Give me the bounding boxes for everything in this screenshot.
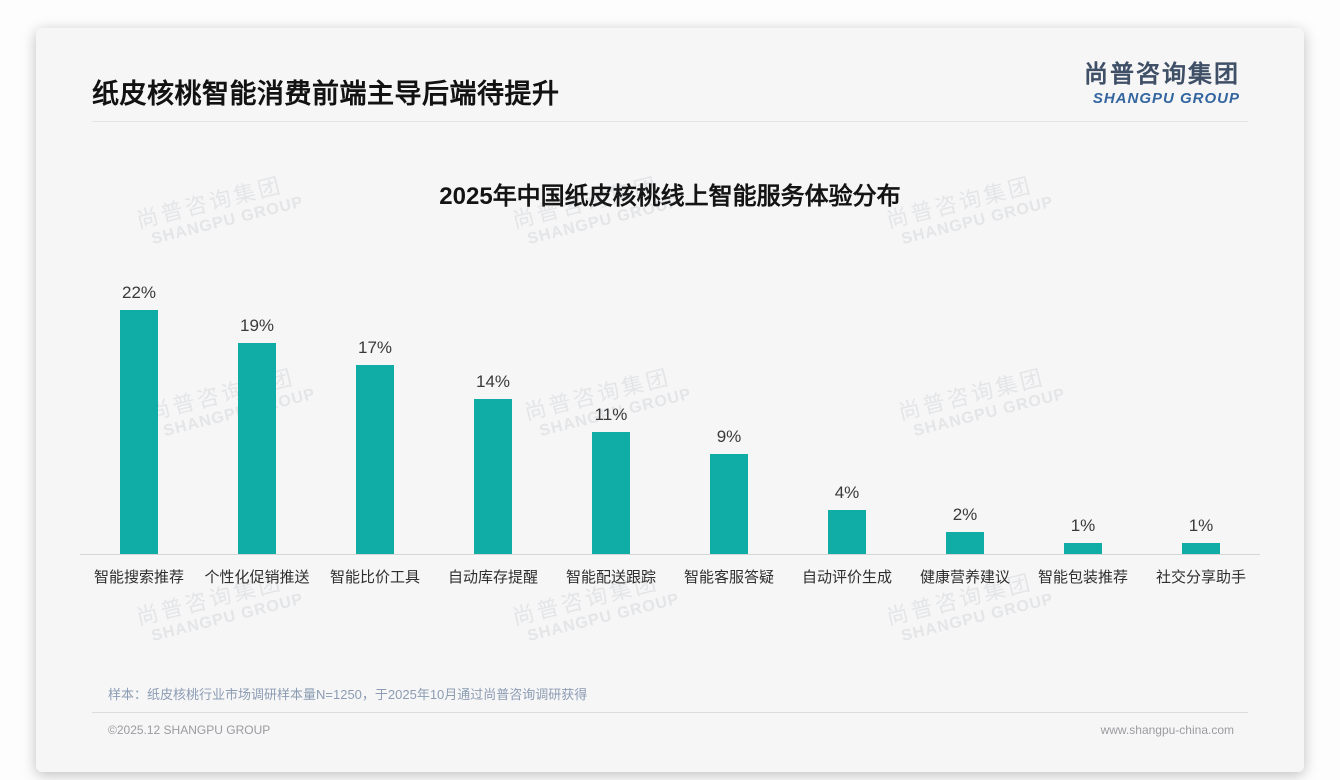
bar xyxy=(238,343,276,554)
bar-slot: 19% xyxy=(198,208,316,554)
sample-footnote: 样本：纸皮核桃行业市场调研样本量N=1250，于2025年10月通过尚普咨询调研… xyxy=(108,687,588,702)
bar xyxy=(474,398,512,554)
bar-value-label: 22% xyxy=(121,282,157,302)
page-title: 纸皮核桃智能消费前端主导后端待提升 xyxy=(92,79,560,109)
bar xyxy=(356,365,394,554)
report-card: 纸皮核桃智能消费前端主导后端待提升 尚普咨询集团 SHANGPU GROUP 2… xyxy=(36,28,1304,772)
bar-value-label: 2% xyxy=(952,504,978,524)
footer-divider xyxy=(92,712,1248,713)
bar xyxy=(828,509,866,554)
bar-value-label: 19% xyxy=(239,316,275,336)
logo-chinese-text: 尚普咨询集团 xyxy=(1084,61,1240,88)
bar-value-label: 14% xyxy=(475,371,511,391)
bar-slot: 1% xyxy=(1142,208,1260,554)
watermark-english-text: SHANGPU GROUP xyxy=(149,590,306,645)
x-axis-label: 个性化促销推送 xyxy=(204,569,310,586)
company-logo: 尚普咨询集团 SHANGPU GROUP xyxy=(1084,54,1240,107)
logo-english-text: SHANGPU GROUP xyxy=(1092,90,1240,107)
bar-slot: 17% xyxy=(316,208,434,554)
bar-slot: 1% xyxy=(1024,208,1142,554)
bar-value-label: 17% xyxy=(357,338,393,358)
x-axis-label: 智能搜索推荐 xyxy=(93,569,184,586)
x-axis-labels: 智能搜索推荐 个性化促销推送 智能比价工具 自动库存提醒 智能配送跟踪 智能客服答疑 自动评… xyxy=(80,566,1260,587)
x-axis-label: 社交分享助手 xyxy=(1155,569,1246,586)
bar-slot: 9% xyxy=(670,208,788,554)
x-axis-label: 智能包装推荐 xyxy=(1037,569,1128,586)
bar-value-label: 1% xyxy=(1188,515,1214,535)
bar xyxy=(592,431,630,554)
bar-chart-plot: 22% 19% 17% 14% 11% 9% 4% 2% 1% 1% xyxy=(80,208,1260,555)
bar-slot: 4% xyxy=(788,208,906,554)
bar-slot: 11% xyxy=(552,208,670,554)
bar xyxy=(1064,542,1102,554)
bar xyxy=(1182,542,1220,554)
bar xyxy=(120,309,158,554)
bar-slot: 14% xyxy=(434,208,552,554)
chart-title: 2025年中国纸皮核桃线上智能服务体验分布 xyxy=(439,183,901,210)
bar-value-label: 11% xyxy=(594,404,628,424)
x-axis-label: 智能配送跟踪 xyxy=(565,569,656,586)
watermark-english-text: SHANGPU GROUP xyxy=(525,590,682,645)
bar xyxy=(710,454,748,554)
watermark-english-text: SHANGPU GROUP xyxy=(899,590,1056,645)
x-axis-label: 自动评价生成 xyxy=(801,569,892,586)
header-divider xyxy=(92,121,1248,122)
bar-value-label: 1% xyxy=(1070,515,1096,535)
bar xyxy=(946,531,984,554)
bar-value-label: 9% xyxy=(716,427,742,447)
x-axis-label: 自动库存提醒 xyxy=(447,569,538,586)
copyright-text: ©2025.12 SHANGPU GROUP xyxy=(108,723,271,737)
website-url: www.shangpu-china.com xyxy=(1100,723,1234,737)
bar-slot: 22% xyxy=(80,208,198,554)
x-axis-label: 健康营养建议 xyxy=(919,569,1010,586)
x-axis-label: 智能客服答疑 xyxy=(683,569,774,586)
x-axis-label: 智能比价工具 xyxy=(329,569,420,586)
bar-slot: 2% xyxy=(906,208,1024,554)
bar-value-label: 4% xyxy=(834,482,860,502)
